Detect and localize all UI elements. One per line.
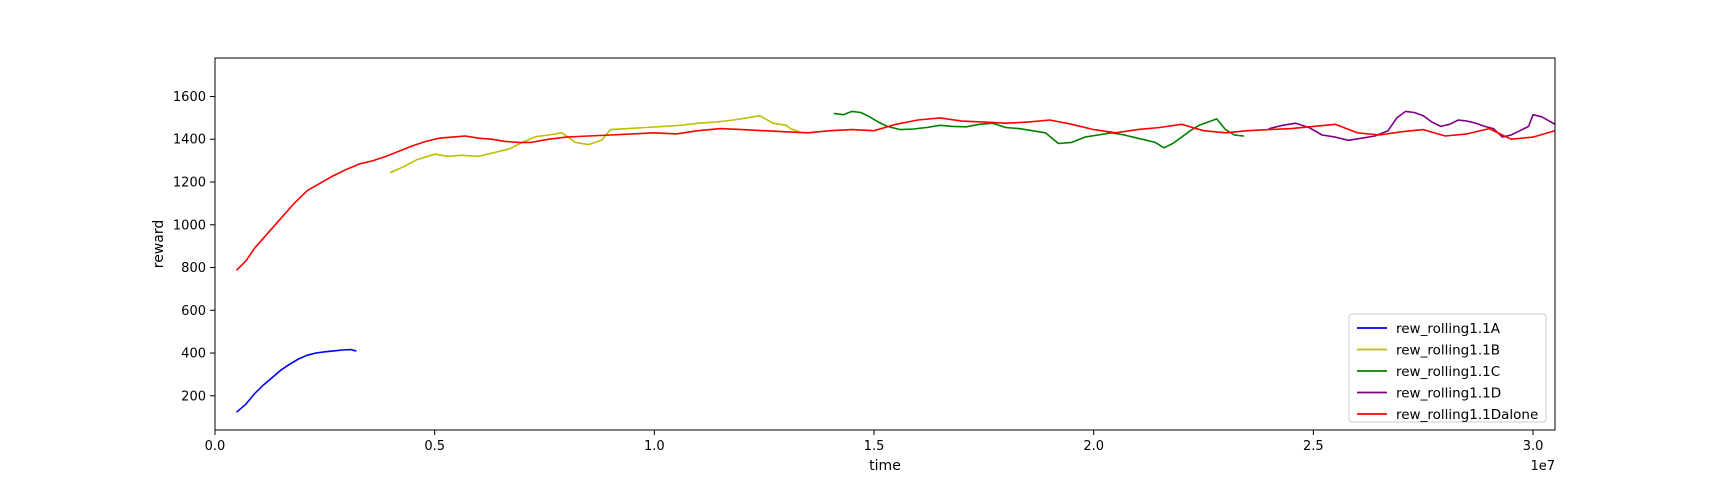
x-tick-label: 0.0	[205, 439, 226, 454]
x-tick-label: 2.5	[1303, 439, 1324, 454]
x-axis: 0.0 0.5 1.0 1.5 2.0 2.5 3.0	[205, 430, 1544, 454]
x-tick-label: 0.5	[424, 439, 445, 454]
y-tick-label: 1000	[173, 218, 206, 233]
legend-label: rew_rolling1.1C	[1396, 364, 1500, 380]
x-offset-label: 1e7	[1530, 459, 1555, 474]
x-axis-label: time	[869, 458, 901, 474]
x-tick-label: 3.0	[1523, 439, 1544, 454]
series-line-2	[389, 114, 801, 174]
series-line-5	[235, 117, 1555, 271]
y-tick-label: 400	[181, 347, 206, 362]
plot-frame	[214, 57, 1556, 431]
legend-box	[1348, 313, 1547, 423]
y-tick-label: 600	[181, 304, 206, 319]
x-tick-label: 1.5	[864, 439, 885, 454]
legend-label: rew_rolling1.1D	[1396, 386, 1501, 402]
y-tick-label: 200	[181, 389, 206, 404]
y-tick-label: 800	[181, 261, 206, 276]
legend-label: rew_rolling1.1B	[1396, 343, 1500, 359]
series-line-4	[1268, 110, 1555, 142]
y-tick-label: 1400	[173, 133, 206, 148]
y-axis-label: reward	[151, 220, 167, 269]
y-tick-label: 1600	[173, 90, 206, 105]
legend-label: rew_rolling1.1Dalone	[1396, 407, 1538, 423]
y-axis: 200 400 600 800 1000 1200 1400 1600	[173, 90, 215, 404]
series-line-1	[235, 348, 357, 413]
y-tick-label: 1200	[173, 176, 206, 191]
legend-label: rew_rolling1.1A	[1396, 321, 1501, 337]
x-tick-label: 2.0	[1083, 439, 1104, 454]
x-tick-label: 1.0	[644, 439, 665, 454]
legend: rew_rolling1.1A rew_rolling1.1B rew_rollin…	[1348, 313, 1547, 423]
